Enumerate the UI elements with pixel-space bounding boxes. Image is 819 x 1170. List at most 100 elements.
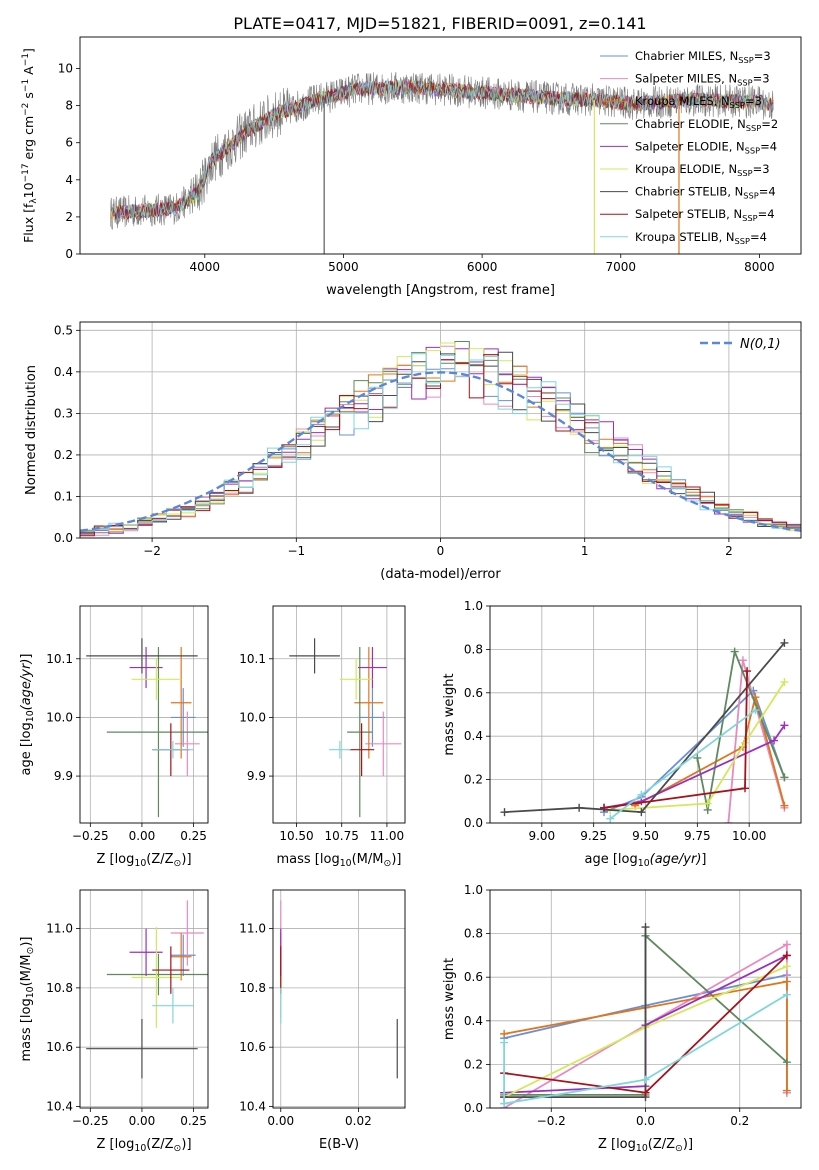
grid — [80, 606, 208, 823]
legend-entry: Kroupa ELODIE, NSSP=3 — [635, 162, 770, 178]
y-axis-label: mass weight — [442, 673, 457, 755]
y-axis-label: Flux [fλ10−17 erg cm−2 s−1 A−1] — [21, 48, 39, 243]
y-tick-label: 10.6 — [46, 1040, 73, 1054]
weight-line — [634, 693, 786, 807]
x-tick-label: 9.50 — [632, 829, 659, 843]
x-tick-label: −1 — [287, 544, 305, 558]
weight-marker — [782, 977, 791, 986]
y-tick-label: 9.9 — [247, 769, 266, 783]
legend-entry: Kroupa STELIB, NSSP=4 — [635, 230, 767, 246]
x-tick-label: 0 — [437, 544, 445, 558]
weight-marker — [782, 962, 791, 971]
plot-area — [86, 900, 208, 1079]
panel-mass-Z: −0.25 0.00 0.25 10.4 10.6 10.8 11.0 Z [log10(Z/… — [19, 889, 209, 1154]
y-tick-label: 0.0 — [54, 531, 73, 545]
legend-entry: Chabrier ELODIE, NSSP=2 — [635, 117, 778, 133]
y-tick-label: 10.4 — [46, 1100, 73, 1114]
weight-marker — [738, 656, 747, 665]
plot-area — [500, 923, 791, 1108]
y-tick-label: 10.0 — [239, 710, 266, 724]
weight-marker — [770, 736, 779, 745]
y-tick-label: 0.2 — [464, 1057, 483, 1071]
axes-frame — [79, 605, 209, 824]
x-tick-label: 0.00 — [129, 829, 156, 843]
legend-entry: Salpeter MILES, NSSP=3 — [635, 72, 770, 88]
axes-frame — [79, 36, 802, 255]
weight-marker — [575, 803, 584, 812]
weight-marker — [641, 1075, 650, 1084]
weight-marker — [782, 990, 791, 999]
x-tick-label: 11.00 — [370, 829, 404, 843]
x-tick-label: 0.25 — [180, 829, 207, 843]
legend-entry: Chabrier STELIB, NSSP=4 — [635, 185, 776, 201]
panel-residuals: −2 −1 0 1 2 0.0 0.1 0.2 0.3 0.4 0.5 (data-model)/er… — [24, 321, 802, 582]
x-tick-label: 0.00 — [129, 1114, 156, 1128]
x-tick-label: 2 — [725, 544, 733, 558]
y-tick-label: 2 — [65, 210, 73, 224]
axes-frame — [489, 889, 802, 1109]
weight-marker — [741, 784, 750, 793]
histogram-step — [80, 353, 801, 532]
weight-marker — [780, 773, 789, 782]
y-tick-label: 1.0 — [464, 599, 483, 613]
x-axis-label: (data-model)/error — [380, 567, 501, 582]
weight-marker — [600, 803, 609, 812]
weight-marker — [751, 706, 760, 715]
x-axis-label: Z [log10(Z/Z⊙)] — [96, 1137, 191, 1154]
panel-age-Z: −0.25 0.00 0.25 9.9 10.0 10.1 Z [log10(Z/Z⊙)] a… — [19, 605, 209, 869]
x-axis-label: Z [log10(Z/Z⊙)] — [598, 1137, 693, 1154]
x-tick-label: 10.75 — [325, 829, 359, 843]
y-tick-label: 10.8 — [46, 981, 73, 995]
x-tick-label: −2 — [143, 544, 161, 558]
x-axis-label: Z [log10(Z/Z⊙)] — [96, 852, 191, 869]
y-tick-label: 4 — [65, 173, 73, 187]
weight-marker — [780, 801, 789, 810]
weight-line — [503, 993, 788, 1105]
weight-line — [727, 660, 786, 823]
plot-area — [80, 341, 801, 537]
grid — [490, 605, 801, 824]
x-tick-label: 4000 — [190, 260, 221, 274]
y-tick-label: 0.4 — [464, 1014, 483, 1028]
grid — [80, 890, 208, 1108]
weight-marker — [500, 808, 509, 817]
y-tick-label: 10 — [58, 62, 73, 76]
weight-marker — [782, 1058, 791, 1067]
weight-marker — [782, 951, 791, 960]
panel-mass-EBV: 0.00 0.02 10.4 10.6 10.8 11.0 E(B-V) — [239, 889, 406, 1152]
weight-marker — [641, 923, 650, 932]
y-axis-label: Normed distribution — [24, 365, 39, 495]
weight-marker — [500, 1038, 509, 1047]
legend-entry: Salpeter STELIB, NSSP=4 — [635, 207, 775, 223]
weight-line — [610, 681, 786, 811]
y-tick-label: 0.6 — [464, 686, 483, 700]
plot-area — [289, 638, 402, 818]
y-tick-label: 10.6 — [239, 1040, 266, 1054]
histogram-step — [80, 351, 801, 534]
panel-spectrum: 4000 5000 6000 7000 8000 0 2 4 6 8 10 wavelength [A… — [21, 36, 802, 298]
plot-area — [86, 638, 208, 818]
y-tick-label: 10.0 — [46, 710, 73, 724]
y-tick-label: 0.5 — [54, 323, 73, 337]
weight-marker — [724, 819, 733, 823]
weight-marker — [730, 647, 739, 656]
y-tick-label: 0.2 — [464, 773, 483, 787]
y-tick-label: 0.3 — [54, 406, 73, 420]
plot-area — [110, 71, 774, 254]
x-axis-label: age [log10(age/yr)] — [585, 852, 707, 869]
weight-marker — [693, 753, 702, 762]
weight-marker — [782, 940, 791, 949]
y-tick-label: 0.0 — [464, 816, 483, 830]
weight-marker — [780, 721, 789, 730]
y-tick-label: 0.8 — [464, 927, 483, 941]
figure-title: PLATE=0417, MJD=51821, FIBERID=0091, z=0… — [233, 14, 646, 33]
y-tick-label: 9.9 — [54, 769, 73, 783]
weight-marker — [637, 790, 646, 799]
x-tick-label: 10.50 — [279, 829, 313, 843]
x-tick-label: 9.75 — [684, 829, 711, 843]
weight-marker — [641, 1088, 650, 1097]
weight-marker — [703, 799, 712, 808]
y-tick-label: 10.8 — [239, 981, 266, 995]
weight-line — [503, 980, 788, 1091]
weight-marker — [606, 814, 615, 823]
